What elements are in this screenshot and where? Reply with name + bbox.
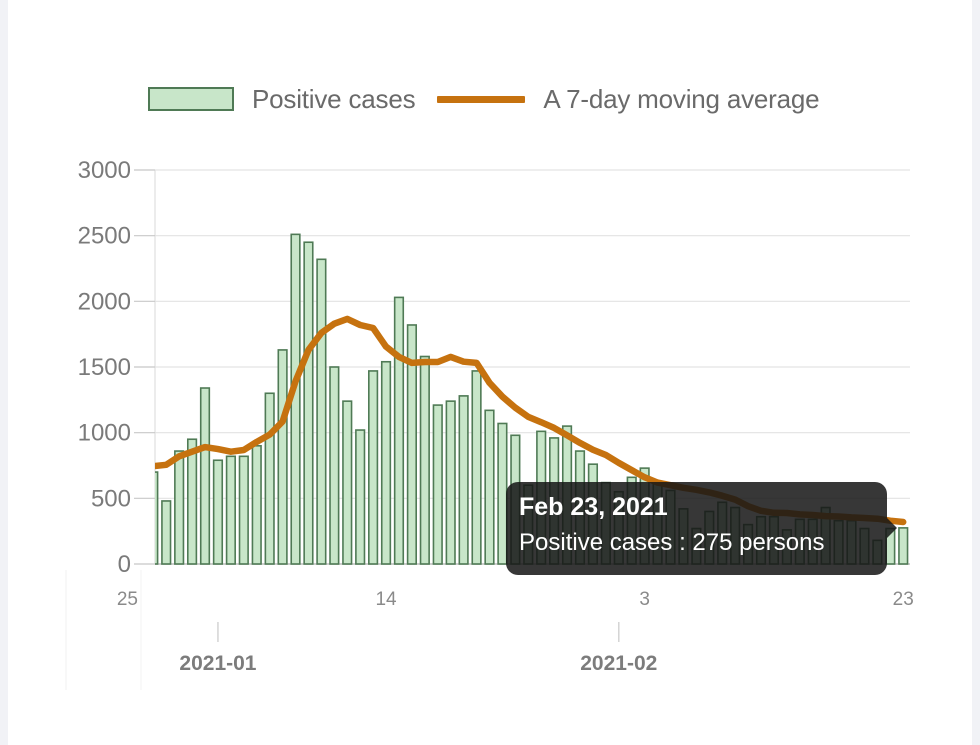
month-axis: 2021-01 2021-02 [179,622,657,675]
bar-positive-cases[interactable] [432,404,443,565]
y-tick-label: 0 [118,551,131,578]
month-label: 2021-01 [179,652,256,675]
bar-positive-cases[interactable] [380,360,392,565]
bar-positive-cases[interactable] [238,455,249,565]
y-tick-label: 2000 [78,288,131,315]
month-label: 2021-02 [580,652,657,675]
y-tick-label: 2500 [78,223,131,250]
tooltip-value: Positive cases : 275 persons [519,529,825,556]
x-tick-label: 3 [639,589,650,610]
y-axis-ticks: 0 500 1000 1500 2000 2500 3000 [78,157,155,578]
bar-positive-cases[interactable] [355,429,366,565]
bar-positive-cases[interactable] [329,366,340,565]
bar-positive-cases[interactable] [277,349,288,565]
tooltip-pointer [887,518,897,538]
bar-positive-cases[interactable] [225,455,236,565]
bar-positive-cases[interactable] [419,355,430,565]
bar-positive-cases[interactable] [264,392,275,565]
bar-positive-cases[interactable] [342,400,353,565]
bar-positive-cases[interactable] [161,500,172,565]
x-tick-label: 25 [117,589,138,610]
bar-positive-cases[interactable] [471,370,482,565]
left-frame-edge [0,0,8,745]
bar-positive-cases[interactable] [898,527,909,565]
bar-positive-cases[interactable] [149,471,159,565]
chart-tooltip: Feb 23, 2021 Positive cases : 275 person… [506,482,897,575]
bar-positive-cases[interactable] [393,296,405,565]
legend-label-positive-cases[interactable]: Positive cases [252,83,416,114]
legend-line-swatch[interactable] [437,95,526,103]
y-tick-label: 1500 [78,354,131,381]
bar-positive-cases[interactable] [186,438,198,565]
bar-positive-cases[interactable] [174,450,185,565]
bar-positive-cases[interactable] [199,387,211,565]
bar-positive-cases[interactable] [406,324,418,565]
y-tick-label: 500 [91,485,131,512]
tooltip-date: Feb 23, 2021 [519,493,668,521]
x-axis-ticks: 25 14 3 23 [117,589,914,610]
bar-positive-cases[interactable] [316,258,327,565]
bar-positive-cases[interactable] [303,241,314,565]
bar-positive-cases[interactable] [445,400,456,565]
x-tick-label: 14 [375,589,397,610]
chart-legend: Positive cases A 7-day moving average [148,82,841,116]
bar-positive-cases[interactable] [484,409,495,565]
bar-positive-cases[interactable] [251,444,262,565]
y-tick-label: 1000 [78,420,131,447]
bar-positive-cases[interactable] [458,395,469,565]
bar-positive-cases[interactable] [212,459,224,565]
y-tick-label: 3000 [78,157,131,184]
x-tick-label: 23 [893,589,914,610]
legend-label-moving-average[interactable]: A 7-day moving average [543,83,820,114]
legend-bar-swatch[interactable] [148,87,234,111]
bar-positive-cases[interactable] [368,370,379,565]
right-frame-edge [972,0,980,745]
